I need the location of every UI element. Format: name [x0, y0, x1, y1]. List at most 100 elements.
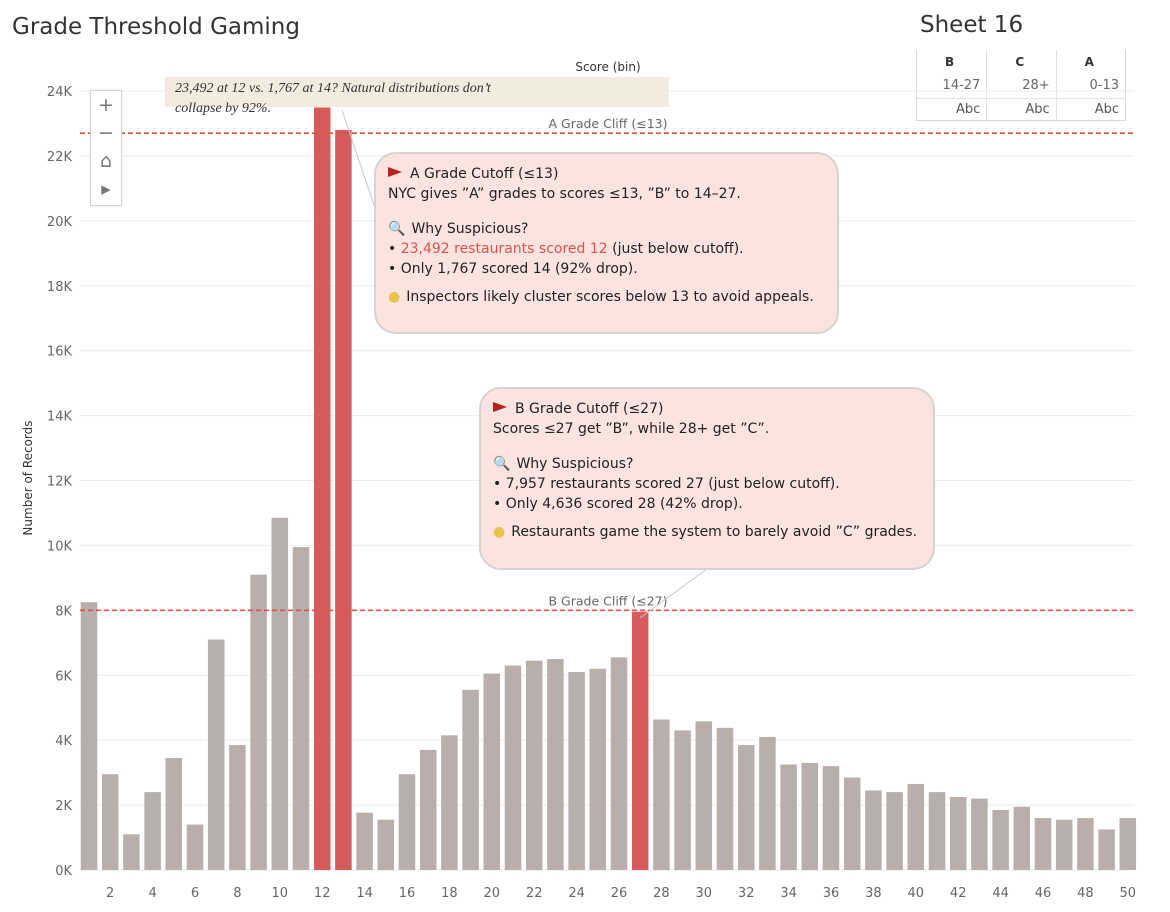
y-tick-label: 10K [47, 539, 73, 554]
callout-b-why: Why Suspicious? [516, 456, 634, 472]
reference-line-layer: A Grade Cliff (≤13) B Grade Cliff (≤27) [80, 116, 1134, 612]
x-tick-label: 22 [526, 886, 543, 901]
x-tick-label: 30 [696, 886, 713, 901]
flag-icon [493, 402, 507, 412]
bar [398, 774, 416, 870]
flag-icon [388, 167, 402, 177]
x-tick-label: 14 [356, 886, 373, 901]
annotation-note: 23,492 at 12 vs. 1,767 at 14? Natural di… [165, 77, 669, 116]
magnifier-icon: 🔍 [493, 456, 511, 472]
y-tick-label: 6K [55, 669, 72, 684]
bar [716, 727, 734, 870]
callout-b-why-row: 🔍 Why Suspicious? [493, 454, 921, 474]
bar [674, 730, 691, 870]
bar [865, 790, 882, 870]
play-icon[interactable]: ▸ [101, 178, 111, 200]
lightbulb-icon: ● [493, 524, 506, 540]
legend-range: 14-27 [942, 78, 981, 93]
x-tick-label: 28 [653, 886, 670, 901]
bar [631, 611, 649, 870]
bar [695, 721, 713, 870]
legend-column-c: C 28+ Abc [986, 50, 1056, 120]
callout-a-highlight: 23,492 restaurants scored 12 [400, 241, 608, 257]
bar [1034, 818, 1052, 870]
x-tick-label: 18 [441, 886, 458, 901]
bar [971, 798, 988, 870]
legend-grade: B [945, 55, 955, 69]
y-tick-label: 8K [55, 604, 72, 619]
x-tick-label: 34 [780, 886, 797, 901]
reference-line-label: B Grade Cliff (≤27) [548, 593, 667, 608]
legend-range: 28+ [1022, 78, 1050, 93]
x-tick-label: 26 [611, 886, 628, 901]
x-tick-label: 10 [272, 886, 289, 901]
callout-a-why-row: 🔍 Why Suspicious? [388, 219, 825, 239]
bar [547, 659, 564, 870]
bar [207, 639, 225, 870]
x-tick-label: 50 [1120, 886, 1137, 901]
bar [737, 745, 755, 870]
callout-a-bullet-2: • Only 1,767 scored 14 (92% drop). [388, 261, 638, 277]
x-tick-label: 42 [950, 886, 967, 901]
y-tick-label: 16K [47, 345, 73, 360]
y-tick-label: 4K [55, 734, 72, 749]
bar-layer [80, 107, 1137, 870]
bar [992, 809, 1009, 870]
x-tick-label: 16 [399, 886, 416, 901]
lightbulb-icon: ● [388, 289, 401, 305]
x-tick-label: 12 [314, 886, 331, 901]
bar [186, 824, 204, 870]
x-tick-label: 46 [1035, 886, 1052, 901]
legend-grade: A [1084, 55, 1094, 69]
bar [441, 735, 458, 870]
callout-b-insight: Restaurants game the system to barely av… [511, 524, 918, 540]
callout-b-subtitle: Scores ≤27 get ”B”, while 28+ get ”C”. [493, 421, 770, 437]
callout-a-title: A Grade Cutoff (≤13) [410, 166, 559, 182]
x-tick-label: 44 [992, 886, 1009, 901]
note-line-2: collapse by 92%. [175, 101, 272, 116]
x-tick-label: 48 [1077, 886, 1094, 901]
callout-a-bullet-1: • 23,492 restaurants scored 12 (just bel… [388, 239, 825, 259]
bar [525, 660, 543, 870]
y-tick-label: 14K [47, 410, 73, 425]
page-title: Grade Threshold Gaming [12, 14, 300, 40]
bar [589, 668, 607, 870]
legend-mark: Abc [1056, 98, 1125, 120]
x-axis-title: Score (bin) [575, 60, 640, 74]
callout-a-subtitle: NYC gives ”A” grades to scores ≤13, ”B” … [388, 186, 741, 202]
callout-b-bullet-1: • 7,957 restaurants scored 27 (just belo… [493, 476, 840, 492]
x-tick-label: 2 [106, 886, 114, 901]
x-tick-label: 8 [233, 886, 241, 901]
bar [822, 766, 840, 870]
bar [801, 762, 819, 870]
bar [653, 719, 670, 870]
bar [504, 665, 522, 870]
y-tick-label: 18K [47, 280, 73, 295]
bar [101, 774, 119, 870]
bar [271, 517, 289, 870]
legend-range: 0-13 [1089, 78, 1119, 93]
callout-b-bullet-2: • Only 4,636 scored 28 (42% drop). [493, 496, 743, 512]
bar [292, 547, 310, 870]
y-tick-label: 0K [55, 864, 72, 879]
callout-a-why: Why Suspicious? [411, 221, 529, 237]
grade-legend-table: B 14-27 Abc C 28+ Abc A 0-13 Abc [916, 50, 1126, 121]
callout-a-bullet-1-rest: (just below cutoff). [607, 241, 744, 257]
note-line-1: 23,492 at 12 vs. 1,767 at 14? Natural di… [175, 81, 491, 96]
y-tick-label: 22K [47, 150, 73, 165]
bar [419, 749, 437, 870]
x-tick-label: 24 [568, 886, 585, 901]
x-tick-label: 32 [738, 886, 755, 901]
bar [1055, 819, 1073, 870]
zoom-out-button[interactable]: − [98, 122, 114, 144]
magnifier-icon: 🔍 [388, 221, 406, 237]
bar [229, 745, 246, 870]
home-icon[interactable]: ⌂ [99, 150, 113, 172]
x-tick-label: 36 [823, 886, 840, 901]
callout-a-title-row: A Grade Cutoff (≤13) [388, 164, 825, 184]
bar [377, 819, 395, 870]
bar [949, 796, 967, 870]
zoom-in-button[interactable]: + [98, 94, 114, 116]
